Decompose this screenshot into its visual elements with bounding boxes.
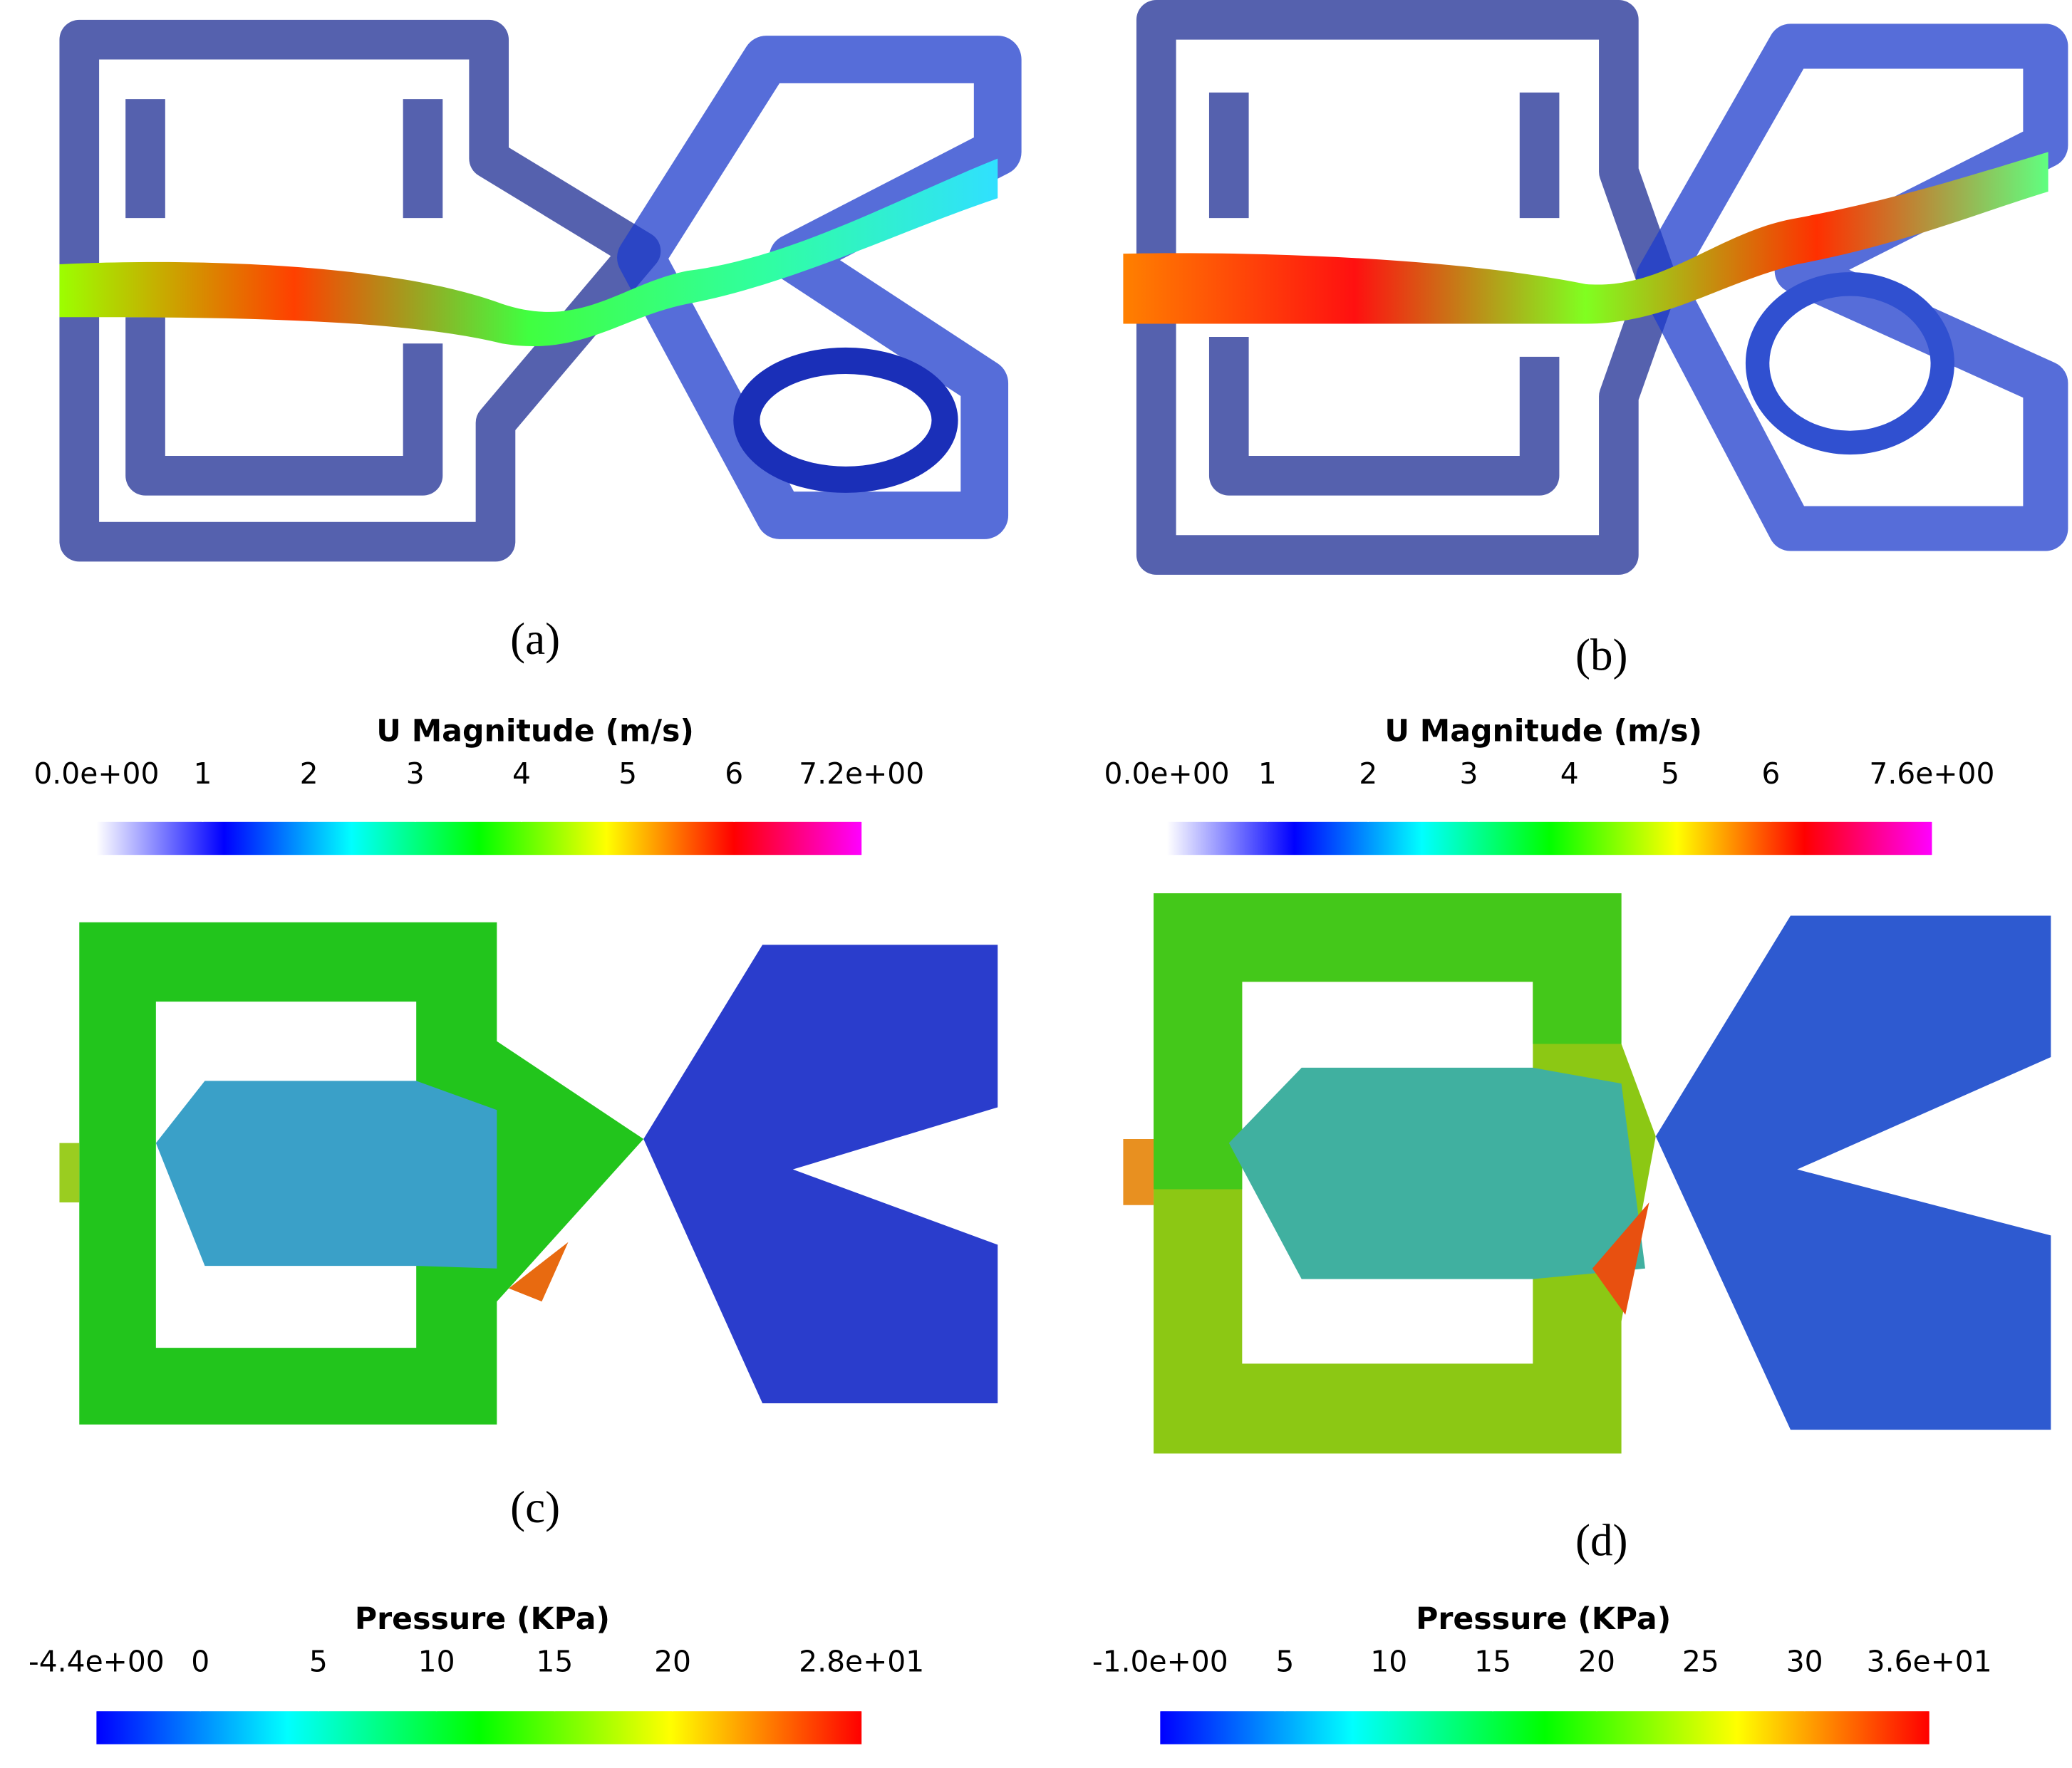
panel-label: (a)	[510, 614, 560, 664]
tick-label: 4	[1560, 756, 1579, 791]
recirculation	[1136, 0, 1679, 575]
tick-label: 15	[1474, 1645, 1511, 1679]
tick-label: 20	[654, 1645, 691, 1679]
tick-label: 5	[1275, 1645, 1294, 1679]
colorbar-title: U Magnitude (m/s)	[1384, 714, 1702, 749]
tick-label: 6	[725, 756, 743, 791]
tick-label: 3.6e+01	[1867, 1645, 1992, 1679]
vortex	[733, 347, 958, 493]
outlet	[643, 945, 998, 1404]
tick-label: 0.0e+00	[33, 756, 159, 791]
streamline-panel-a	[59, 19, 1022, 562]
tick-label: 5	[618, 756, 637, 791]
tick-label: 15	[536, 1645, 573, 1679]
panel-label: (d)	[1575, 1515, 1628, 1565]
tick-label: 10	[1370, 1645, 1407, 1679]
colorbar-title: U Magnitude (m/s)	[376, 714, 694, 749]
panel-label: (b)	[1575, 630, 1628, 680]
tick-label: 1	[1258, 756, 1277, 791]
tick-label: -1.0e+00	[1092, 1645, 1228, 1679]
frame	[79, 922, 644, 1425]
tick-label: 3	[406, 756, 425, 791]
tick-label: 7.6e+00	[1869, 756, 1994, 791]
panel-label: (c)	[510, 1482, 560, 1532]
chamber	[1228, 1067, 1645, 1279]
tick-label: 5	[309, 1645, 328, 1679]
colorbar	[96, 1711, 862, 1744]
streamline-panel-b	[1123, 0, 2068, 575]
colorbar-title: Pressure (KPa)	[355, 1601, 610, 1637]
hot-spot	[1592, 1202, 1649, 1315]
tick-label: 10	[418, 1645, 455, 1679]
colorbar	[1166, 821, 1932, 856]
tick-label: 30	[1786, 1645, 1823, 1679]
tick-label: 25	[1682, 1645, 1719, 1679]
tick-label: -4.4e+00	[29, 1645, 165, 1679]
jet	[1123, 152, 2048, 324]
tick-label: 4	[512, 756, 531, 791]
colorbar	[1160, 1711, 1929, 1744]
tick-label: 5	[1661, 756, 1679, 791]
tick-label: 0	[191, 1645, 209, 1679]
outlet-chamber	[1635, 24, 2068, 551]
outlet	[1655, 915, 2051, 1430]
tick-label: 0.0e+00	[1104, 756, 1230, 791]
colorbars: U Magnitude (m/s) 0.0e+00 1 2 3 4 5 6 7.2e+00 U M…	[29, 714, 1994, 1744]
vortex	[1745, 272, 1954, 455]
tick-label: 2	[1359, 756, 1377, 791]
pressure-panel-d	[1123, 893, 2051, 1454]
hot-spot	[509, 1242, 569, 1302]
tick-label: 20	[1578, 1645, 1615, 1679]
inlet	[59, 1143, 80, 1203]
tick-label: 1	[194, 756, 212, 791]
colorbar	[96, 821, 862, 856]
tick-label: 2	[300, 756, 318, 791]
frame-top	[1154, 893, 1622, 1190]
tick-label: 2.8e+01	[799, 1645, 924, 1679]
pressure-panel-c	[59, 922, 998, 1425]
jet	[59, 158, 998, 347]
inlet	[1123, 1139, 1154, 1205]
chamber	[155, 1081, 497, 1269]
colorbar-title: Pressure (KPa)	[1416, 1601, 1671, 1637]
tick-label: 3	[1459, 756, 1478, 791]
tick-label: 6	[1761, 756, 1780, 791]
tick-label: 7.2e+00	[799, 756, 924, 791]
